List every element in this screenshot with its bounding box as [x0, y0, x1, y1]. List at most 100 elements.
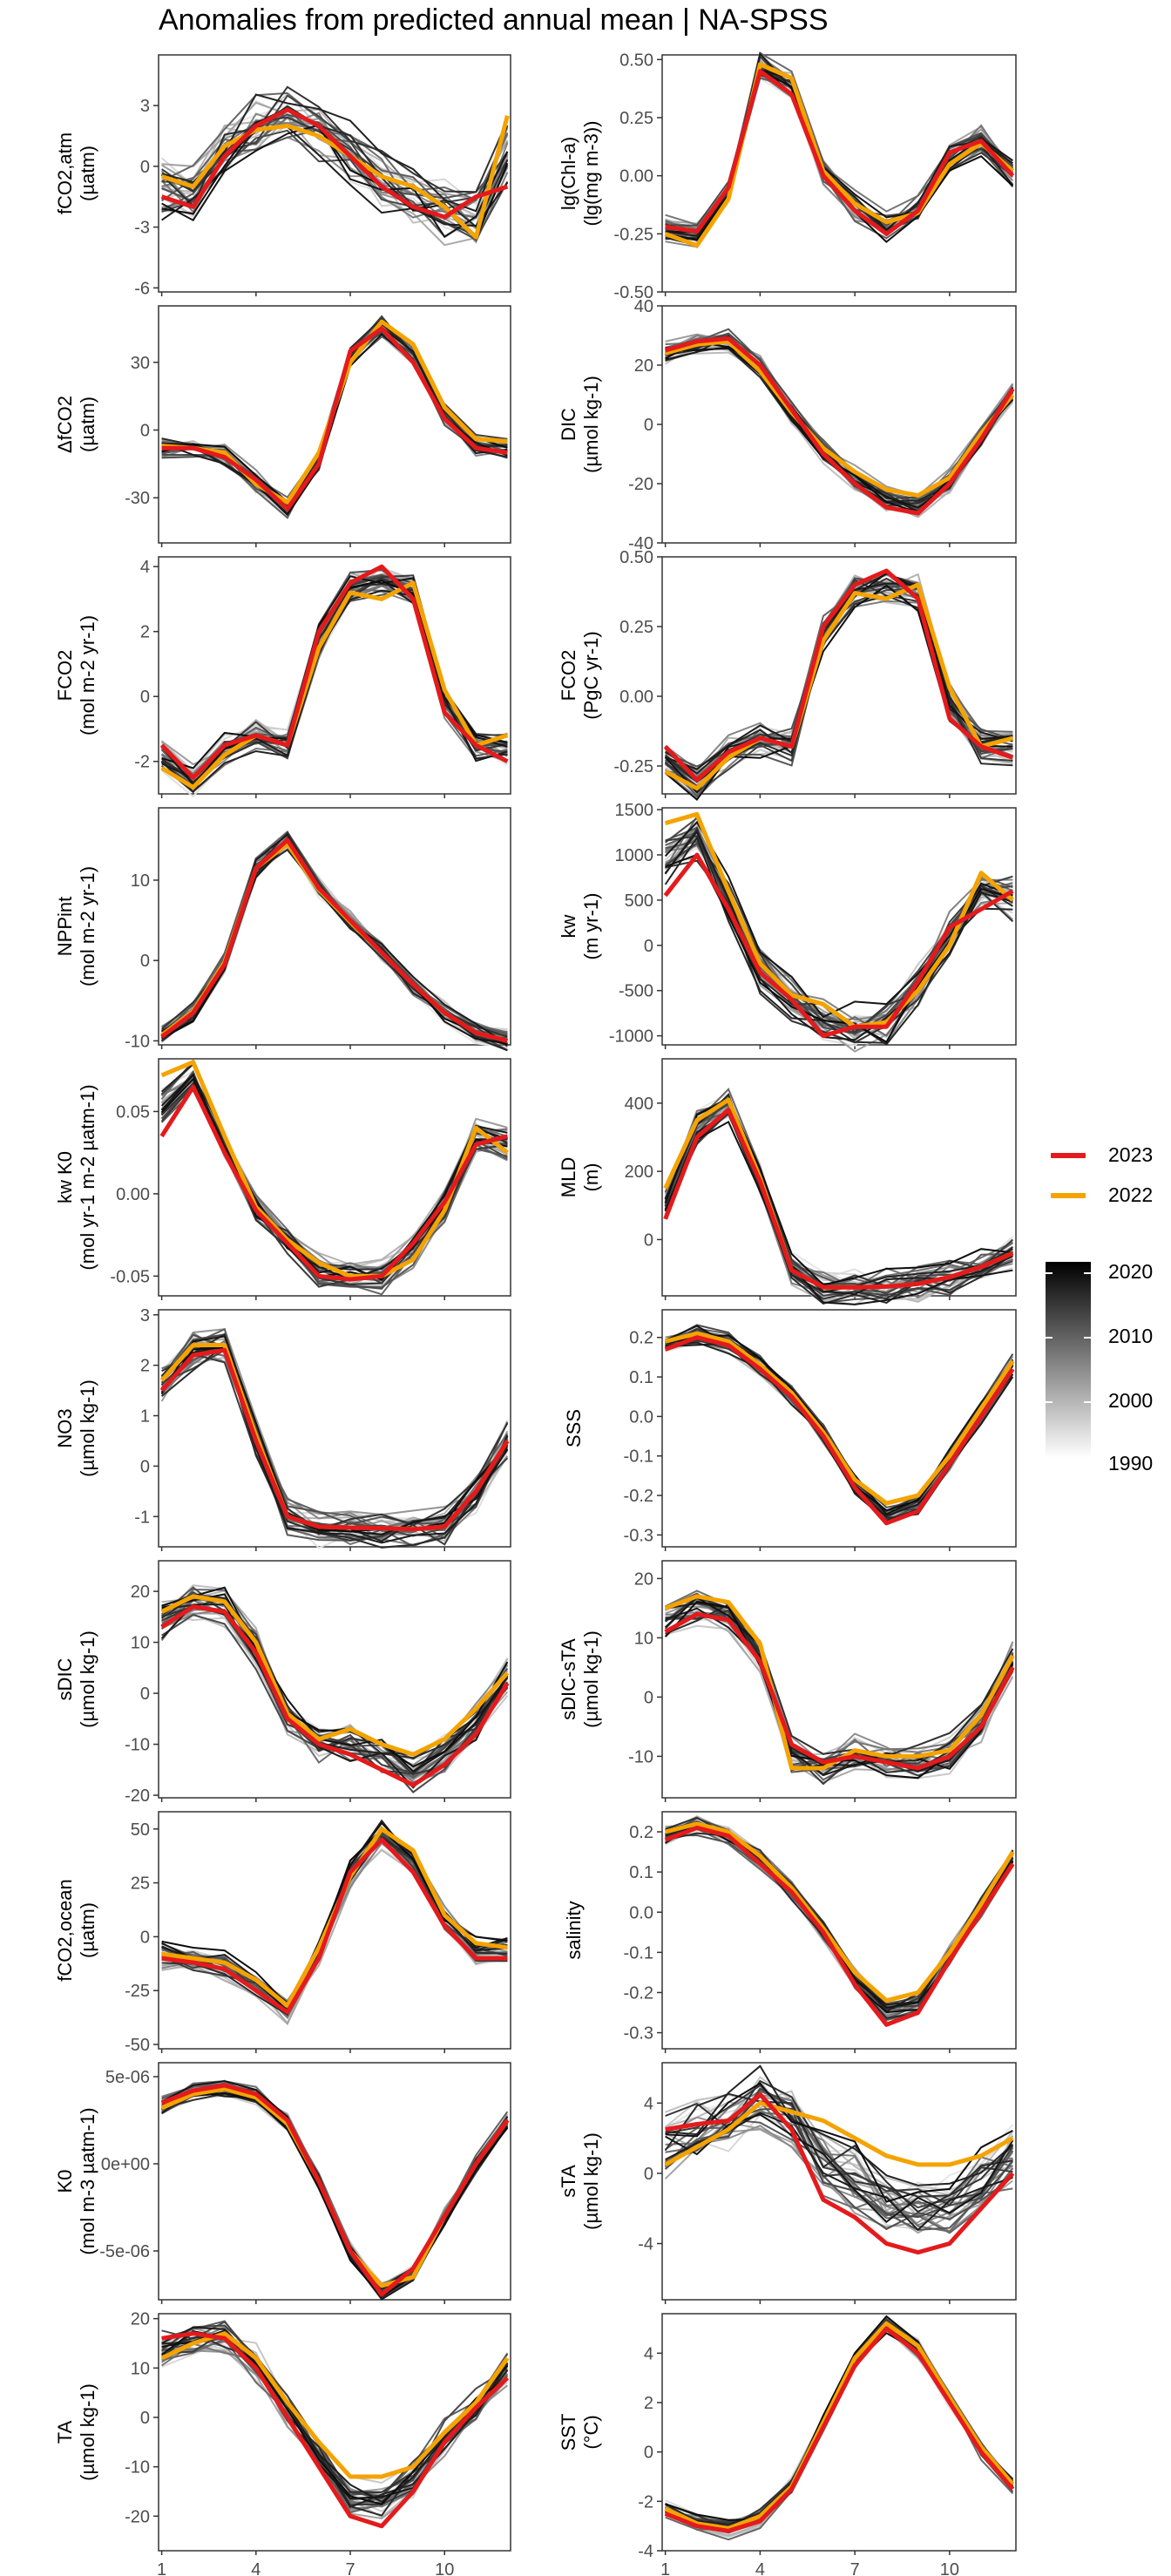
- ytick-label-5-3: 0.50: [619, 548, 653, 567]
- ytick-label-18-1: -10: [125, 2458, 150, 2478]
- ylabel-17: sTA(µmol kg-1): [558, 2132, 602, 2230]
- ensemble-line-8-24: [160, 1081, 508, 1285]
- series-2023-line-3: [664, 336, 1015, 516]
- series-2023-line-6: [160, 837, 509, 1043]
- ytick-label-13-3: 20: [634, 1569, 653, 1589]
- ytick-label-10-4: 3: [140, 1306, 150, 1325]
- ytick-label-8-1: 0.00: [116, 1185, 150, 1204]
- ytick-label-2-1: 0: [140, 421, 150, 440]
- series-2023-line-7: [663, 852, 1014, 1039]
- panel-6: [158, 807, 511, 1046]
- series-2022-line-12: [160, 1594, 510, 1757]
- ytick-label-6-2: 10: [131, 871, 150, 891]
- ylabel-7: kw(m yr-1): [558, 893, 602, 960]
- ytick-label-3-4: 40: [634, 297, 653, 316]
- ensemble-line-16-29: [161, 2091, 509, 2298]
- ensemble-line-18-21: [161, 2321, 508, 2500]
- ytick-label-15-3: 0.0: [629, 1903, 653, 1922]
- ylabel-14: fCO2,ocean(µatm): [54, 1879, 98, 1981]
- colorbar-gradient: [1046, 1262, 1091, 1458]
- panel-15: [661, 1811, 1017, 2050]
- legend-item-2023: 2023: [1046, 1142, 1168, 1168]
- year-colorbar: 2020 2010 2000 1990: [1046, 1260, 1168, 1474]
- ytick-label-11-3: 0.0: [629, 1407, 653, 1427]
- ytick-label-3-3: 20: [634, 356, 653, 376]
- ytick-label-10-3: 2: [140, 1357, 150, 1376]
- ytick-label-1-4: 0.50: [619, 51, 653, 70]
- xtick-label-19-2: 7: [850, 2560, 860, 2576]
- ensemble-line-5-27: [665, 582, 1013, 770]
- series-2023-line-2: [161, 326, 508, 512]
- ytick-label-17-2: 4: [644, 2094, 653, 2113]
- ensemble-line-0-17: [161, 92, 509, 201]
- ytick-label-12-1: -10: [125, 1736, 150, 1755]
- colorbar-label-2000: 2000: [1108, 1389, 1154, 1412]
- ytick-label-15-2: -0.1: [624, 1943, 653, 1963]
- ytick-label-4-2: 2: [140, 623, 150, 642]
- ytick-label-9-0: 0: [644, 1230, 653, 1250]
- ensemble-line-9-28: [664, 1121, 1013, 1305]
- ytick-label-0-2: 0: [140, 158, 150, 177]
- xtick-label-18-3: 10: [435, 2560, 454, 2576]
- ensemble-line-17-29: [665, 2082, 1013, 2203]
- ytick-label-5-1: 0.00: [619, 688, 653, 707]
- panel-1: [661, 54, 1017, 293]
- ytick-label-12-3: 10: [131, 1634, 150, 1653]
- ytick-label-18-3: 10: [131, 2359, 150, 2378]
- ytick-label-18-2: 0: [140, 2409, 150, 2428]
- ylabel-0: fCO2,atm(µatm): [54, 132, 98, 214]
- ytick-label-10-0: -1: [134, 1508, 150, 1527]
- ensemble-line-10-29: [160, 1346, 509, 1533]
- series-2022-line-15: [664, 1821, 1015, 2003]
- series-2022-line-4: [160, 580, 509, 790]
- ytick-label-7-0: -1000: [609, 1027, 653, 1047]
- series-2022-line-17: [664, 2100, 1014, 2167]
- series-2022-line-18: [160, 2331, 510, 2479]
- ylabel-2: ΔfCO2(µatm): [54, 396, 98, 453]
- series-2023-line-15: [664, 1825, 1015, 2027]
- ylabel-8: kw K0(mol yr-1 m-2 µatm-1): [54, 1084, 98, 1270]
- legend-swatch-2023: [1051, 1153, 1086, 1158]
- series-2023-line-1: [665, 69, 1015, 236]
- ytick-label-16-0: -5e-06: [99, 2242, 150, 2261]
- colorbar-label-2020: 2020: [1108, 1260, 1154, 1283]
- series-2023-line-0: [160, 107, 509, 220]
- ytick-label-14-4: 50: [131, 1820, 150, 1840]
- ytick-label-19-0: -4: [638, 2542, 653, 2561]
- ensemble-line-13-27: [665, 1607, 1014, 1777]
- ytick-label-1-3: 0.25: [619, 109, 653, 128]
- colorbar-label-1990: 1990: [1108, 1452, 1154, 1474]
- ensemble-line-9-22: [664, 1102, 1013, 1297]
- ytick-label-15-0: -0.3: [624, 2024, 653, 2044]
- ytick-label-4-1: 0: [140, 688, 150, 707]
- ytick-label-19-1: -2: [638, 2492, 653, 2512]
- ytick-label-13-1: 0: [644, 1688, 653, 1707]
- ensemble-line-17-21: [665, 2107, 1014, 2219]
- ensemble-line-10-23: [160, 1352, 509, 1546]
- ylabel-1: lg(Chl-a)(lg(mg m-3)): [558, 121, 602, 227]
- ytick-label-3-0: -40: [628, 534, 653, 553]
- ytick-label-1-1: -0.25: [613, 225, 653, 244]
- series-2022-line-11: [664, 1331, 1015, 1506]
- series-2023-line-8: [159, 1084, 509, 1282]
- ytick-label-5-2: 0.25: [619, 618, 653, 637]
- ytick-label-1-2: 0.00: [619, 167, 653, 186]
- ylabel-18: TA(µmol kg-1): [54, 2383, 98, 2481]
- ytick-label-13-0: -10: [628, 1747, 653, 1766]
- ytick-label-15-4: 0.1: [629, 1863, 653, 1882]
- panel-19: [661, 2313, 1017, 2552]
- ensemble-line-12-27: [160, 1603, 509, 1789]
- panel-16: [158, 2062, 511, 2301]
- series-2023-line-17: [665, 2091, 1015, 2255]
- ensemble-line-4-28: [160, 575, 508, 786]
- ensemble-line-17-0: [665, 2103, 1014, 2207]
- ytick-label-7-1: -500: [619, 982, 653, 1001]
- ytick-label-8-2: 0.05: [116, 1102, 150, 1122]
- series-2023-line-16: [160, 2083, 510, 2297]
- ytick-label-7-2: 0: [644, 937, 653, 956]
- ensemble-line-13-28: [664, 1596, 1014, 1772]
- ylabel-16: K0(mol m-3 µatm-1): [54, 2107, 98, 2254]
- panel-0: [158, 54, 511, 293]
- ytick-label-15-1: -0.2: [624, 1983, 653, 2003]
